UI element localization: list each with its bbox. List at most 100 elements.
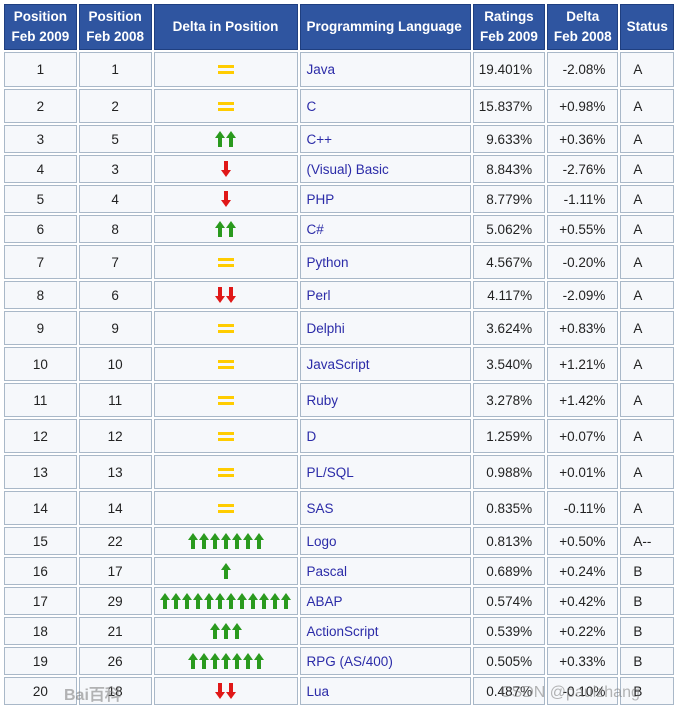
table-row: 11 11 Ruby 3.278% +1.42% A xyxy=(4,383,674,417)
language-cell: C xyxy=(299,89,471,123)
delta-position-cell xyxy=(153,311,298,345)
position-2009-cell: 19 xyxy=(4,647,77,675)
position-2009-cell: 4 xyxy=(4,155,77,183)
table-row: 8 6 Perl 4.117% -2.09% A xyxy=(4,281,674,309)
position-2008-cell: 11 xyxy=(78,383,152,417)
position-2008-cell: 22 xyxy=(78,527,152,555)
header-position-2009: Position Feb 2009 xyxy=(4,4,77,50)
language-cell: D xyxy=(299,419,471,453)
position-2008-cell: 10 xyxy=(78,347,152,381)
delta-position-cell xyxy=(153,155,298,183)
language-cell: ABAP xyxy=(299,587,471,615)
table-row: 15 22 Logo 0.813% +0.50% A-- xyxy=(4,527,674,555)
rating-cell: 9.633% xyxy=(472,125,546,153)
position-2008-cell: 4 xyxy=(78,185,152,213)
arrow-up-icon xyxy=(237,593,248,609)
table-row: 20 18 Lua 0.487% -0.10% B xyxy=(4,677,674,705)
position-2009-cell: 5 xyxy=(4,185,77,213)
table-row: 14 14 SAS 0.835% -0.11% A xyxy=(4,491,674,525)
position-2008-cell: 7 xyxy=(78,245,152,279)
arrow-up-icon xyxy=(253,653,264,669)
position-2008-cell: 3 xyxy=(78,155,152,183)
header-programming-language: Programming Language xyxy=(299,4,471,50)
language-cell: SAS xyxy=(299,491,471,525)
delta-position-cell xyxy=(153,347,298,381)
table-row: 10 10 JavaScript 3.540% +1.21% A xyxy=(4,347,674,381)
rating-cell: 0.539% xyxy=(472,617,546,645)
arrow-up-icon xyxy=(215,221,226,237)
table-row: 3 5 C++ 9.633% +0.36% A xyxy=(4,125,674,153)
table-row: 2 2 C 15.837% +0.98% A xyxy=(4,89,674,123)
table-row: 7 7 Python 4.567% -0.20% A xyxy=(4,245,674,279)
language-cell: Ruby xyxy=(299,383,471,417)
position-2008-cell: 12 xyxy=(78,419,152,453)
arrow-up-icon xyxy=(242,653,253,669)
position-2009-cell: 12 xyxy=(4,419,77,453)
delta-cell: +0.36% xyxy=(547,125,619,153)
position-2009-cell: 2 xyxy=(4,89,77,123)
position-2009-cell: 7 xyxy=(4,245,77,279)
language-cell: C# xyxy=(299,215,471,243)
delta-cell: -0.10% xyxy=(547,677,619,705)
language-cell: Pascal xyxy=(299,557,471,585)
delta-cell: +0.50% xyxy=(547,527,619,555)
delta-position-cell xyxy=(153,587,298,615)
delta-position-cell xyxy=(153,491,298,525)
arrow-up-icon xyxy=(198,533,209,549)
rating-cell: 0.689% xyxy=(472,557,546,585)
arrow-up-icon xyxy=(220,533,231,549)
rating-cell: 5.062% xyxy=(472,215,546,243)
language-cell: RPG (AS/400) xyxy=(299,647,471,675)
arrow-up-icon xyxy=(231,533,242,549)
arrow-up-icon xyxy=(215,593,226,609)
status-cell: A xyxy=(620,491,674,525)
arrow-up-icon xyxy=(187,533,198,549)
position-2008-cell: 6 xyxy=(78,281,152,309)
header-delta: Delta Feb 2008 xyxy=(547,4,619,50)
equal-icon xyxy=(217,431,234,441)
rating-cell: 3.278% xyxy=(472,383,546,417)
status-cell: A xyxy=(620,245,674,279)
arrow-up-icon xyxy=(198,653,209,669)
position-2008-cell: 2 xyxy=(78,89,152,123)
arrow-up-icon xyxy=(187,653,198,669)
equal-icon xyxy=(217,65,234,74)
language-cell: PL/SQL xyxy=(299,455,471,489)
rating-cell: 4.567% xyxy=(472,245,546,279)
delta-cell: +0.55% xyxy=(547,215,619,243)
arrow-up-icon xyxy=(253,533,264,549)
position-2008-cell: 18 xyxy=(78,677,152,705)
table-body: 1 1 Java 19.401% -2.08% A 2 2 C 15.837% +0.98% A 3 5 C… xyxy=(4,52,674,705)
language-cell: C++ xyxy=(299,125,471,153)
table-row: 6 8 C# 5.062% +0.55% A xyxy=(4,215,674,243)
arrow-up-icon xyxy=(231,653,242,669)
table-row: 18 21 ActionScript 0.539% +0.22% B xyxy=(4,617,674,645)
arrow-up-icon xyxy=(231,623,242,639)
delta-position-cell xyxy=(153,557,298,585)
position-2009-cell: 8 xyxy=(4,281,77,309)
language-cell: Delphi xyxy=(299,311,471,345)
delta-position-cell xyxy=(153,677,298,705)
position-2009-cell: 9 xyxy=(4,311,77,345)
delta-position-cell xyxy=(153,617,298,645)
arrow-up-icon xyxy=(226,131,237,147)
language-cell: Python xyxy=(299,245,471,279)
arrow-up-icon xyxy=(209,623,220,639)
delta-cell: -2.09% xyxy=(547,281,619,309)
rating-cell: 0.574% xyxy=(472,587,546,615)
language-cell: Lua xyxy=(299,677,471,705)
equal-icon xyxy=(217,101,234,111)
position-2009-cell: 14 xyxy=(4,491,77,525)
delta-cell: +0.01% xyxy=(547,455,619,489)
table-row: 17 29 ABAP 0.574% +0.42% B xyxy=(4,587,674,615)
arrow-up-icon xyxy=(270,593,281,609)
position-2008-cell: 29 xyxy=(78,587,152,615)
arrow-down-icon xyxy=(226,287,237,303)
status-cell: A xyxy=(620,419,674,453)
status-cell: A xyxy=(620,215,674,243)
status-cell: A xyxy=(620,347,674,381)
position-2009-cell: 10 xyxy=(4,347,77,381)
header-status: Status xyxy=(620,4,674,50)
position-2008-cell: 1 xyxy=(78,52,152,87)
delta-position-cell xyxy=(153,215,298,243)
